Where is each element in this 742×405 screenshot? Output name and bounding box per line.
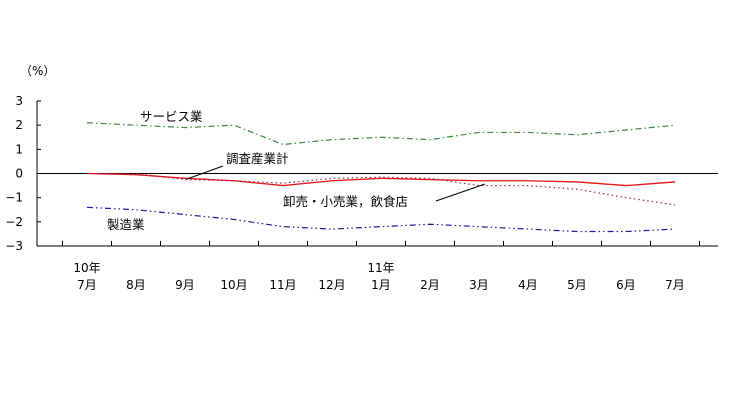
- y-axis-label: （%）: [20, 64, 55, 78]
- series-annotation: 調査産業計: [226, 151, 289, 166]
- series-line-3: [86, 206, 676, 233]
- chart-series: [86, 122, 676, 233]
- x-tick-label: 8月: [126, 278, 146, 292]
- series-annotation: 卸売・小売業，飲食店: [283, 194, 408, 209]
- y-tick-label: 2: [15, 118, 23, 132]
- annotation-leader: [435, 183, 486, 202]
- x-tick-label: 3月: [469, 278, 489, 292]
- y-tick-label: 1: [15, 142, 23, 156]
- series-line-1: [86, 172, 676, 187]
- y-tick-label: −2: [5, 215, 23, 229]
- chart-labels: 3 2 1 0 −1 −2 −3 （%） 7月 8月 9月 10月 11月 12月 1月 2月 3月 4月 5月 6月…: [5, 64, 685, 292]
- annotation-leader: [186, 165, 224, 180]
- y-tick-label: 0: [15, 167, 23, 181]
- x-tick-label: 4月: [518, 278, 538, 292]
- x-tick-label: 5月: [567, 278, 587, 292]
- chart-axes: [36, 100, 718, 247]
- x-tick-label: 6月: [616, 278, 636, 292]
- x-tick-label: 2月: [420, 278, 440, 292]
- x-tick-label: 7月: [665, 278, 685, 292]
- series-annotation: サービス業: [140, 109, 203, 124]
- y-tick-label: −3: [5, 239, 23, 253]
- year-label: 10年: [73, 261, 100, 275]
- x-tick-label: 10月: [220, 278, 247, 292]
- series-annotation: 製造業: [107, 217, 145, 232]
- x-tick-label: 1月: [371, 278, 391, 292]
- x-tick-label: 11月: [269, 278, 296, 292]
- x-tick-label: 12月: [318, 278, 345, 292]
- year-label: 11年: [367, 261, 394, 275]
- x-tick-label: 9月: [175, 278, 195, 292]
- y-tick-label: 3: [15, 94, 23, 108]
- x-tick-label: 7月: [77, 278, 97, 292]
- y-tick-label: −1: [5, 191, 23, 205]
- series-line-0: [86, 122, 676, 146]
- series-line-2: [87, 172, 676, 206]
